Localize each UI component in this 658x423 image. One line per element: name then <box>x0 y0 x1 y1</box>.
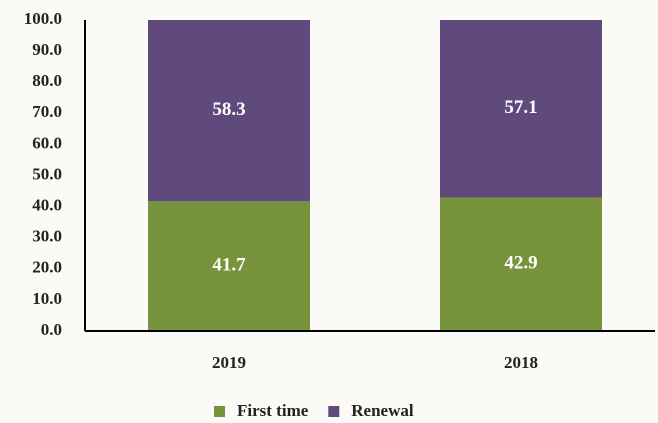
bar-segment <box>440 197 602 331</box>
y-tick-label: 0.0 <box>41 320 62 339</box>
y-tick-label: 90.0 <box>32 40 62 59</box>
legend-label: First time <box>237 401 309 420</box>
legend-label: Renewal <box>351 401 414 420</box>
y-tick-label: 50.0 <box>32 164 62 183</box>
y-tick-label: 10.0 <box>32 289 62 308</box>
y-tick-label: 80.0 <box>32 71 62 90</box>
y-tick-label: 20.0 <box>32 258 62 277</box>
data-label: 58.3 <box>212 99 245 120</box>
bar-segment <box>440 20 602 198</box>
x-tick-label: 2018 <box>504 353 538 372</box>
x-tick-label: 2019 <box>212 353 246 372</box>
y-tick-label: 70.0 <box>32 102 62 121</box>
legend-swatch <box>328 406 340 417</box>
y-tick-label: 40.0 <box>32 196 62 215</box>
legend-swatch <box>214 406 225 417</box>
bar-segment <box>148 201 310 331</box>
y-tick-label: 60.0 <box>32 133 62 152</box>
y-tick-label: 100.0 <box>24 9 62 28</box>
y-tick-label: 30.0 <box>32 227 62 246</box>
data-label: 42.9 <box>504 253 537 274</box>
data-label: 57.1 <box>504 97 537 118</box>
data-label: 41.7 <box>212 255 246 276</box>
bar-segment <box>148 20 310 202</box>
